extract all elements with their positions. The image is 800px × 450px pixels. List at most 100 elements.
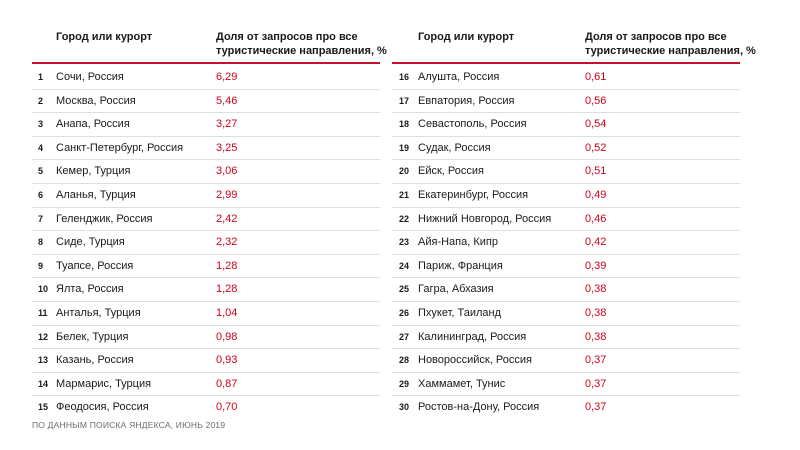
share-value: 0,37 — [585, 354, 607, 367]
city-name: Анталья, Турция — [56, 306, 141, 319]
table-row: 3 Анапа, Россия 3,27 — [32, 113, 380, 137]
city-name: Анапа, Россия — [56, 118, 130, 131]
city-name: Екатеринбург, Россия — [418, 188, 529, 201]
share-value: 0,46 — [585, 212, 607, 225]
rank-number: 18 — [399, 119, 410, 130]
table-rows: 1 Сочи, Россия 6,29 2 Москва, Россия 5,46 3 Ана… — [32, 64, 380, 419]
table-row: 11 Анталья, Турция 1,04 — [32, 302, 380, 326]
table-row: 19 Судак, Россия 0,52 — [392, 137, 740, 161]
share-value: 6,29 — [216, 71, 238, 83]
header-city: Город или курорт — [56, 31, 153, 43]
share-value: 0,37 — [585, 377, 607, 390]
table-row: 14 Мармарис, Турция 0,87 — [32, 373, 380, 397]
city-name: Белек, Турция — [56, 330, 129, 343]
city-name: Хаммамет, Тунис — [418, 377, 506, 390]
table-row: 2 Москва, Россия 5,46 — [32, 90, 380, 114]
share-value: 0,56 — [585, 94, 607, 107]
city-name: Аланья, Турция — [56, 188, 136, 201]
share-value: 0,52 — [585, 141, 607, 154]
rank-number: 30 — [399, 402, 410, 413]
rank-number: 20 — [399, 166, 410, 177]
header-share: Доля от запросов про все туристические н… — [216, 30, 406, 58]
city-name: Новороссийск, Россия — [418, 354, 532, 367]
city-name: Геленджик, Россия — [56, 212, 153, 225]
share-value: 3,06 — [216, 165, 238, 178]
city-name: Пхукет, Таиланд — [418, 306, 502, 319]
share-value: 0,70 — [216, 401, 238, 414]
table-row: 23 Айя-Напа, Кипр 0,42 — [392, 231, 740, 255]
city-name: Алушта, Россия — [418, 71, 500, 83]
share-value: 0,49 — [585, 188, 607, 201]
city-name: Нижний Новгород, Россия — [418, 212, 552, 225]
share-value: 0,38 — [585, 330, 607, 343]
rank-number: 11 — [38, 307, 48, 318]
city-name: Гагра, Абхазия — [418, 283, 494, 296]
share-value: 0,38 — [585, 283, 607, 296]
table-row: 20 Ейск, Россия 0,51 — [392, 160, 740, 184]
rank-number: 27 — [399, 331, 410, 342]
share-value: 0,37 — [585, 401, 607, 414]
share-value: 0,98 — [216, 330, 238, 343]
rank-number: 21 — [399, 189, 410, 200]
share-value: 1,04 — [216, 306, 238, 319]
table-row: 9 Туапсе, Россия 1,28 — [32, 255, 380, 279]
table-row: 17 Евпатория, Россия 0,56 — [392, 90, 740, 114]
city-name: Туапсе, Россия — [56, 259, 134, 272]
table-row: 25 Гагра, Абхазия 0,38 — [392, 278, 740, 302]
share-value: 0,54 — [585, 118, 607, 131]
rank-number: 10 — [38, 284, 49, 295]
header-city: Город или курорт — [418, 31, 515, 43]
table-row: 15 Феодосия, Россия 0,70 — [32, 396, 380, 419]
city-name: Ейск, Россия — [418, 165, 484, 178]
rank-number: 22 — [399, 213, 410, 224]
share-value: 3,25 — [216, 141, 238, 154]
table-row: 13 Казань, Россия 0,93 — [32, 349, 380, 373]
table-header: Город или курорт Доля от запросов про вс… — [392, 26, 756, 64]
table-row: 29 Хаммамет, Тунис 0,37 — [392, 373, 740, 397]
table-row: 30 Ростов-на-Дону, Россия 0,37 — [392, 396, 740, 419]
city-name: Судак, Россия — [418, 141, 491, 154]
table-row: 24 Париж, Франция 0,39 — [392, 255, 740, 279]
rank-number: 9 — [38, 260, 44, 271]
rank-number: 3 — [38, 119, 44, 130]
share-value: 2,42 — [216, 212, 238, 225]
share-value: 1,28 — [216, 259, 238, 272]
rank-number: 25 — [399, 284, 410, 295]
share-value: 0,93 — [216, 354, 238, 367]
header-share-line1: Доля от запросов про все — [216, 31, 358, 43]
table-row: 7 Геленджик, Россия 2,42 — [32, 208, 380, 232]
city-name: Казань, Россия — [56, 354, 134, 367]
city-name: Севастополь, Россия — [418, 118, 527, 131]
source-footnote: ПО ДАННЫМ ПОИСКА ЯНДЕКСА, ИЮНЬ 2019 — [32, 420, 226, 430]
table-row: 4 Санкт-Петербург, Россия 3,25 — [32, 137, 380, 161]
rank-number: 12 — [38, 331, 49, 342]
city-name: Кемер, Турция — [56, 165, 131, 178]
table-row: 12 Белек, Турция 0,98 — [32, 326, 380, 350]
rank-number: 19 — [399, 142, 410, 153]
header-share: Доля от запросов про все туристические н… — [585, 30, 775, 58]
city-name: Ростов-на-Дону, Россия — [418, 401, 540, 414]
rank-number: 13 — [38, 355, 49, 366]
rank-number: 5 — [38, 166, 44, 177]
table-row: 28 Новороссийск, Россия 0,37 — [392, 349, 740, 373]
rank-number: 24 — [399, 260, 410, 271]
rank-number: 29 — [399, 378, 410, 389]
rank-number: 8 — [38, 237, 44, 248]
table-row: 21 Екатеринбург, Россия 0,49 — [392, 184, 740, 208]
share-value: 1,28 — [216, 283, 238, 296]
ranking-table-left: Город или курорт Доля от запросов про вс… — [32, 26, 387, 419]
rank-number: 16 — [399, 72, 410, 82]
share-value: 5,46 — [216, 94, 238, 107]
share-value: 0,51 — [585, 165, 607, 178]
rank-number: 1 — [38, 72, 44, 82]
header-share-line2: туристические направления, % — [585, 45, 756, 57]
rank-number: 2 — [38, 95, 44, 106]
table-row: 5 Кемер, Турция 3,06 — [32, 160, 380, 184]
city-name: Мармарис, Турция — [56, 377, 152, 390]
city-name: Феодосия, Россия — [56, 401, 149, 414]
share-value: 2,32 — [216, 236, 238, 249]
share-value: 0,42 — [585, 236, 607, 249]
ranking-table-right: Город или курорт Доля от запросов про вс… — [392, 26, 756, 419]
table-row: 1 Сочи, Россия 6,29 — [32, 66, 380, 90]
header-share-line1: Доля от запросов про все — [585, 31, 727, 43]
